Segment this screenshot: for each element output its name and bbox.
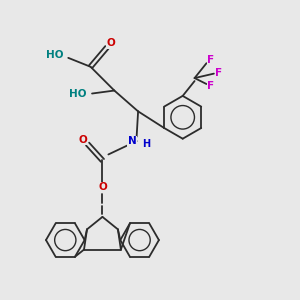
Text: HO: HO xyxy=(46,50,64,61)
Text: F: F xyxy=(207,81,214,92)
Text: F: F xyxy=(207,55,214,64)
Text: O: O xyxy=(98,182,107,192)
Text: HO: HO xyxy=(70,89,87,99)
Text: N: N xyxy=(128,136,136,146)
Text: H: H xyxy=(142,139,150,149)
Text: O: O xyxy=(79,135,88,145)
Text: F: F xyxy=(215,68,223,78)
Text: O: O xyxy=(107,38,116,48)
